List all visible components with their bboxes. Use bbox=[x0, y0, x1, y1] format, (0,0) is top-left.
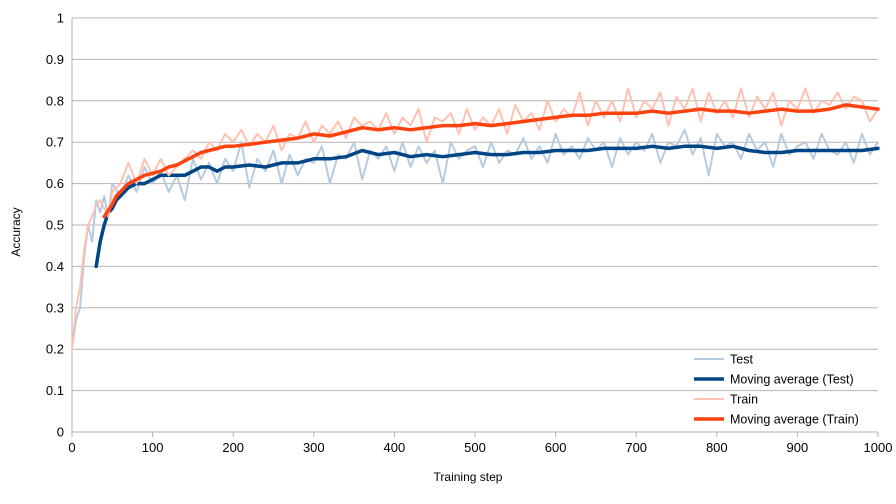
x-tick-label: 0 bbox=[68, 440, 75, 455]
series-line-test bbox=[71, 128, 879, 351]
x-tick-labels: 0 100 200 300 400 500 600 700 800 900 1000 bbox=[68, 432, 892, 455]
x-tick-label: 100 bbox=[142, 440, 164, 455]
y-tick-label: 0.6 bbox=[46, 176, 64, 191]
y-tick-label: 0.5 bbox=[46, 218, 64, 233]
y-tick-label: 0.4 bbox=[46, 259, 64, 274]
y-tick-label: 0.3 bbox=[46, 300, 64, 315]
series-line-moving-average-train bbox=[102, 103, 880, 219]
x-tick-label: 900 bbox=[787, 440, 809, 455]
x-tick-label: 700 bbox=[625, 440, 647, 455]
legend-label-moving-average-test: Moving average (Test) bbox=[730, 373, 854, 387]
y-tick-label: 0 bbox=[57, 425, 64, 440]
x-tick-label: 400 bbox=[384, 440, 406, 455]
y-tick-labels: 0 0.1 0.2 0.3 0.4 0.5 0.6 0.7 0.8 0.9 1 bbox=[46, 11, 64, 440]
y-tick-label: 0.8 bbox=[46, 93, 64, 108]
series-line-moving-average-test bbox=[94, 144, 880, 269]
x-tick-label: 600 bbox=[545, 440, 567, 455]
x-axis-label: Training step bbox=[434, 470, 503, 484]
y-tick-label: 0.9 bbox=[46, 52, 64, 67]
x-tick-label: 1000 bbox=[864, 440, 893, 455]
legend-label-train: Train bbox=[730, 393, 758, 407]
x-tick-label: 800 bbox=[706, 440, 728, 455]
y-axis-label: Accuracy bbox=[9, 207, 23, 256]
y-tick-label: 0.2 bbox=[46, 342, 64, 357]
series-layer bbox=[71, 87, 880, 351]
gridlines bbox=[72, 17, 878, 433]
series-line-train bbox=[71, 87, 879, 351]
legend-label-moving-average-train: Moving average (Train) bbox=[730, 413, 859, 427]
legend: Test Moving average (Test) Train Moving ave… bbox=[694, 353, 859, 427]
y-tick-label: 0.1 bbox=[46, 383, 64, 398]
legend-label-test: Test bbox=[730, 353, 753, 367]
x-tick-label: 500 bbox=[464, 440, 486, 455]
y-tick-label: 1 bbox=[57, 11, 64, 26]
y-tick-label: 0.7 bbox=[46, 135, 64, 150]
x-tick-label: 200 bbox=[222, 440, 244, 455]
x-tick-label: 300 bbox=[303, 440, 325, 455]
